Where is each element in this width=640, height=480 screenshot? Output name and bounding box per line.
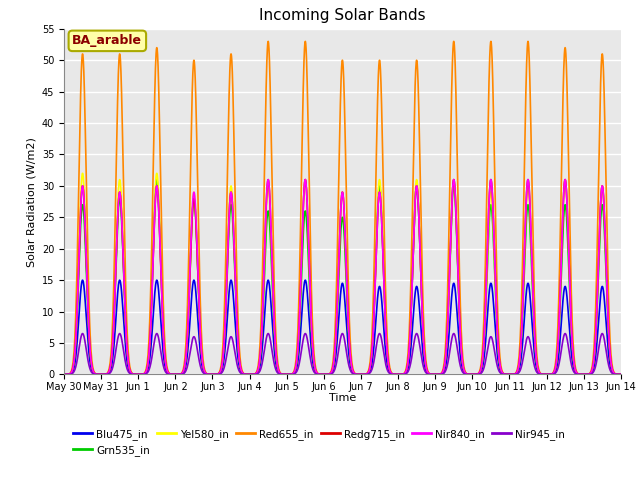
Nir840_in — [60, 372, 68, 377]
Nir945_in — [563, 335, 571, 341]
Yel580_in — [273, 363, 281, 369]
Y-axis label: Solar Radiation (W/m2): Solar Radiation (W/m2) — [26, 137, 36, 266]
Red655_in — [566, 205, 573, 211]
Grn535_in — [273, 364, 281, 370]
Red655_in — [588, 367, 595, 373]
Nir840_in — [588, 369, 595, 375]
Red655_in — [273, 355, 281, 360]
Nir945_in — [127, 371, 134, 377]
Redg715_in — [60, 372, 68, 377]
Yel580_in — [566, 273, 573, 278]
Yel580_in — [588, 369, 595, 375]
Nir945_in — [409, 349, 417, 355]
Blu475_in — [588, 371, 595, 376]
Redg715_in — [563, 197, 571, 203]
X-axis label: Time: Time — [329, 394, 356, 403]
Yel580_in — [127, 369, 134, 375]
Nir840_in — [127, 369, 134, 375]
Grn535_in — [563, 219, 571, 225]
Line: Yel580_in: Yel580_in — [64, 173, 621, 374]
Red655_in — [524, 38, 532, 44]
Blu475_in — [79, 277, 86, 283]
Line: Redg715_in: Redg715_in — [64, 180, 621, 374]
Blu475_in — [273, 367, 281, 373]
Nir840_in — [617, 372, 625, 377]
Blu475_in — [566, 327, 573, 333]
Nir840_in — [563, 197, 571, 203]
Yel580_in — [617, 372, 625, 377]
Redg715_in — [127, 369, 134, 375]
Red655_in — [563, 78, 571, 84]
Line: Nir840_in: Nir840_in — [64, 180, 621, 374]
Red655_in — [617, 372, 625, 377]
Yel580_in — [79, 170, 86, 176]
Nir945_in — [617, 372, 625, 377]
Blu475_in — [127, 371, 134, 376]
Yel580_in — [409, 266, 417, 272]
Yel580_in — [563, 197, 571, 203]
Nir945_in — [60, 372, 68, 377]
Redg715_in — [408, 274, 416, 279]
Grn535_in — [153, 177, 161, 182]
Redg715_in — [617, 372, 625, 377]
Blu475_in — [563, 292, 571, 298]
Redg715_in — [561, 177, 569, 182]
Nir840_in — [408, 274, 416, 279]
Grn535_in — [127, 369, 134, 375]
Redg715_in — [273, 362, 281, 368]
Red655_in — [127, 367, 134, 373]
Blu475_in — [60, 372, 68, 377]
Legend: Blu475_in, Grn535_in, Yel580_in, Red655_in, Redg715_in, Nir840_in, Nir945_in: Blu475_in, Grn535_in, Yel580_in, Red655_… — [69, 424, 569, 460]
Blu475_in — [617, 372, 625, 377]
Blu475_in — [409, 324, 417, 330]
Grn535_in — [617, 372, 625, 377]
Nir840_in — [273, 362, 281, 368]
Redg715_in — [588, 369, 595, 375]
Nir945_in — [588, 371, 595, 377]
Nir945_in — [273, 370, 281, 375]
Redg715_in — [566, 273, 573, 278]
Grn535_in — [60, 372, 68, 377]
Grn535_in — [588, 369, 595, 375]
Nir945_in — [79, 331, 86, 336]
Nir945_in — [566, 351, 573, 357]
Red655_in — [408, 208, 416, 214]
Yel580_in — [60, 372, 68, 377]
Nir840_in — [566, 273, 573, 278]
Line: Grn535_in: Grn535_in — [64, 180, 621, 374]
Line: Red655_in: Red655_in — [64, 41, 621, 374]
Line: Nir945_in: Nir945_in — [64, 334, 621, 374]
Line: Blu475_in: Blu475_in — [64, 280, 621, 374]
Text: BA_arable: BA_arable — [72, 35, 142, 48]
Title: Incoming Solar Bands: Incoming Solar Bands — [259, 9, 426, 24]
Grn535_in — [566, 285, 573, 291]
Red655_in — [60, 372, 68, 377]
Grn535_in — [409, 270, 417, 276]
Nir840_in — [561, 177, 569, 182]
